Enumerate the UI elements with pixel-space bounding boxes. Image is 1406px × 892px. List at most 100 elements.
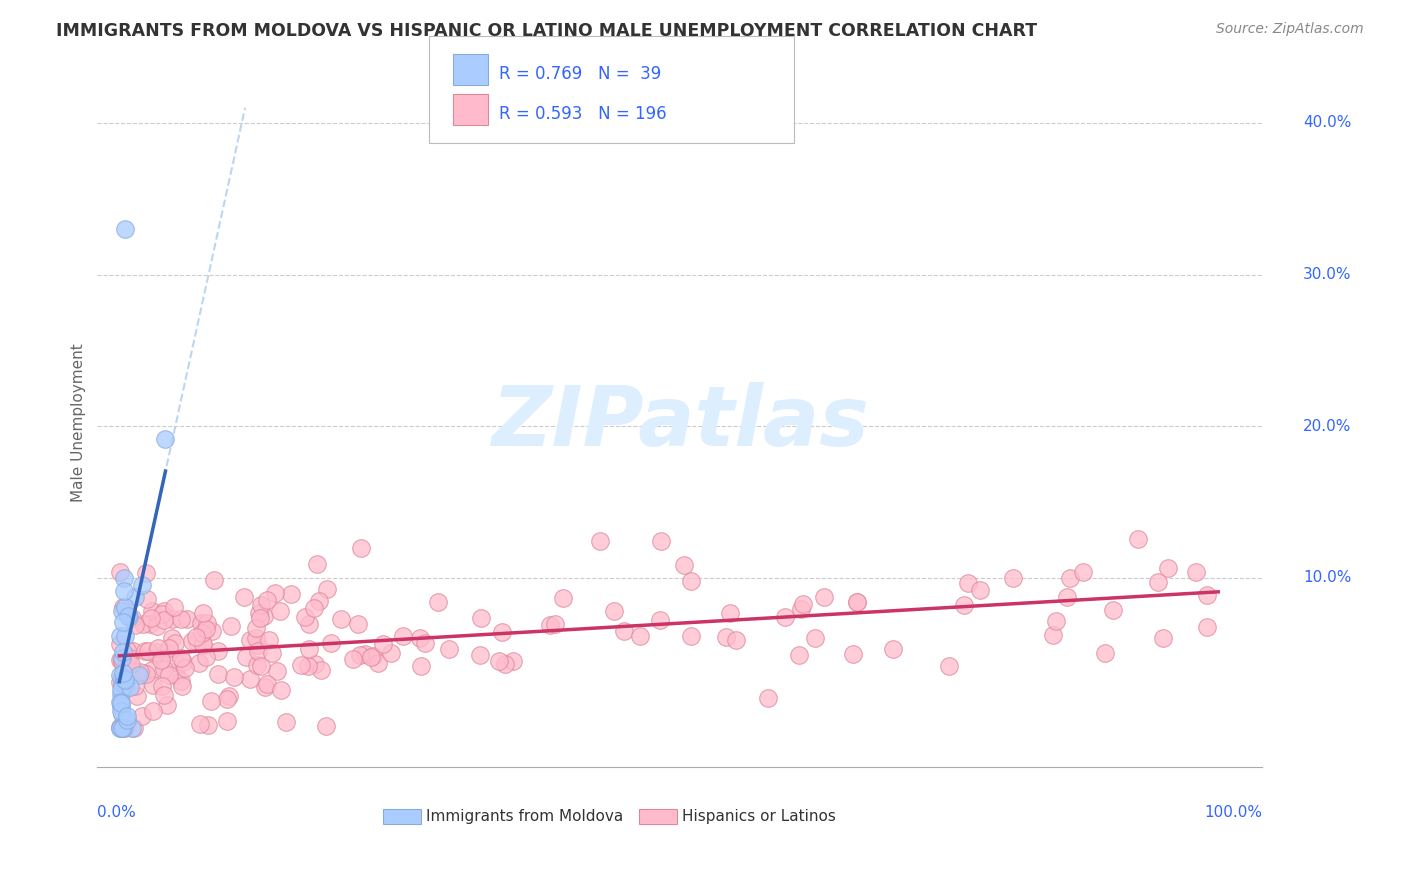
Point [269, 604, 291, 618]
Point [180, 633, 202, 648]
Point [110, 637, 132, 651]
Point [792, 597, 814, 611]
Point [200, 694, 222, 708]
Point [131, 709, 153, 723]
Point [146, 619, 169, 633]
Point [128, 668, 150, 682]
Point [124, 591, 146, 605]
Point [298, 617, 321, 632]
Point [628, 629, 651, 643]
Point [470, 610, 492, 624]
Point [111, 604, 134, 618]
Point [245, 621, 267, 635]
Point [319, 636, 342, 650]
Point [139, 611, 162, 625]
Point [160, 611, 183, 625]
FancyBboxPatch shape [638, 808, 678, 823]
Point [249, 611, 271, 625]
Point [155, 646, 177, 660]
Point [842, 647, 865, 661]
Point [110, 674, 132, 689]
Point [363, 648, 385, 663]
Point [170, 612, 193, 626]
Point [194, 623, 217, 637]
Point [110, 696, 132, 710]
Point [349, 648, 371, 662]
Point [804, 631, 827, 645]
Point [316, 582, 339, 596]
Point [124, 617, 146, 632]
Point [120, 680, 142, 694]
Point [302, 600, 325, 615]
Point [125, 690, 148, 704]
Point [124, 721, 146, 735]
Point [110, 721, 132, 735]
Text: Immigrants from Moldova: Immigrants from Moldova [426, 809, 623, 823]
Point [846, 595, 869, 609]
Point [1157, 560, 1180, 574]
Point [882, 642, 904, 657]
Point [775, 609, 797, 624]
Point [121, 721, 143, 735]
Point [121, 644, 143, 658]
Point [115, 661, 138, 675]
Point [305, 558, 328, 572]
Point [108, 668, 131, 682]
Text: IMMIGRANTS FROM MOLDOVA VS HISPANIC OR LATINO MALE UNEMPLOYMENT CORRELATION CHAR: IMMIGRANTS FROM MOLDOVA VS HISPANIC OR L… [56, 22, 1038, 40]
Point [215, 691, 238, 706]
Point [1056, 590, 1078, 604]
Point [117, 650, 139, 665]
Point [245, 631, 267, 645]
FancyBboxPatch shape [382, 808, 422, 823]
Point [153, 604, 176, 618]
Point [129, 665, 152, 680]
Point [1152, 631, 1174, 645]
Point [114, 222, 136, 236]
Point [1197, 620, 1219, 634]
Point [141, 663, 163, 677]
Point [176, 612, 198, 626]
Point [170, 651, 193, 665]
Text: 0.0%: 0.0% [97, 805, 136, 820]
Point [1126, 532, 1149, 546]
Point [679, 574, 702, 589]
Point [121, 610, 143, 624]
Point [135, 566, 157, 580]
Point [172, 655, 194, 669]
Point [142, 704, 165, 718]
Point [250, 598, 273, 612]
Point [111, 671, 134, 685]
Point [150, 679, 173, 693]
Point [613, 624, 636, 638]
Text: Hispanics or Latinos: Hispanics or Latinos [682, 809, 837, 823]
Point [266, 664, 288, 678]
Point [551, 591, 574, 606]
Point [110, 629, 132, 643]
Point [650, 534, 672, 549]
Point [253, 680, 276, 694]
Point [120, 657, 142, 671]
Point [149, 653, 172, 667]
Point [276, 715, 298, 730]
Point [131, 616, 153, 631]
Point [257, 633, 280, 648]
Point [111, 654, 134, 668]
Point [222, 670, 245, 684]
Point [603, 604, 626, 618]
Point [280, 587, 302, 601]
Point [150, 607, 173, 622]
Point [135, 592, 157, 607]
Point [197, 616, 219, 631]
Point [146, 640, 169, 655]
Point [846, 595, 869, 609]
Point [1146, 574, 1168, 589]
Point [787, 648, 810, 663]
Point [114, 600, 136, 615]
Point [173, 661, 195, 675]
Point [367, 656, 389, 670]
Point [207, 667, 229, 681]
Point [111, 651, 134, 665]
Point [112, 583, 135, 598]
Point [681, 629, 703, 643]
Point [152, 613, 174, 627]
